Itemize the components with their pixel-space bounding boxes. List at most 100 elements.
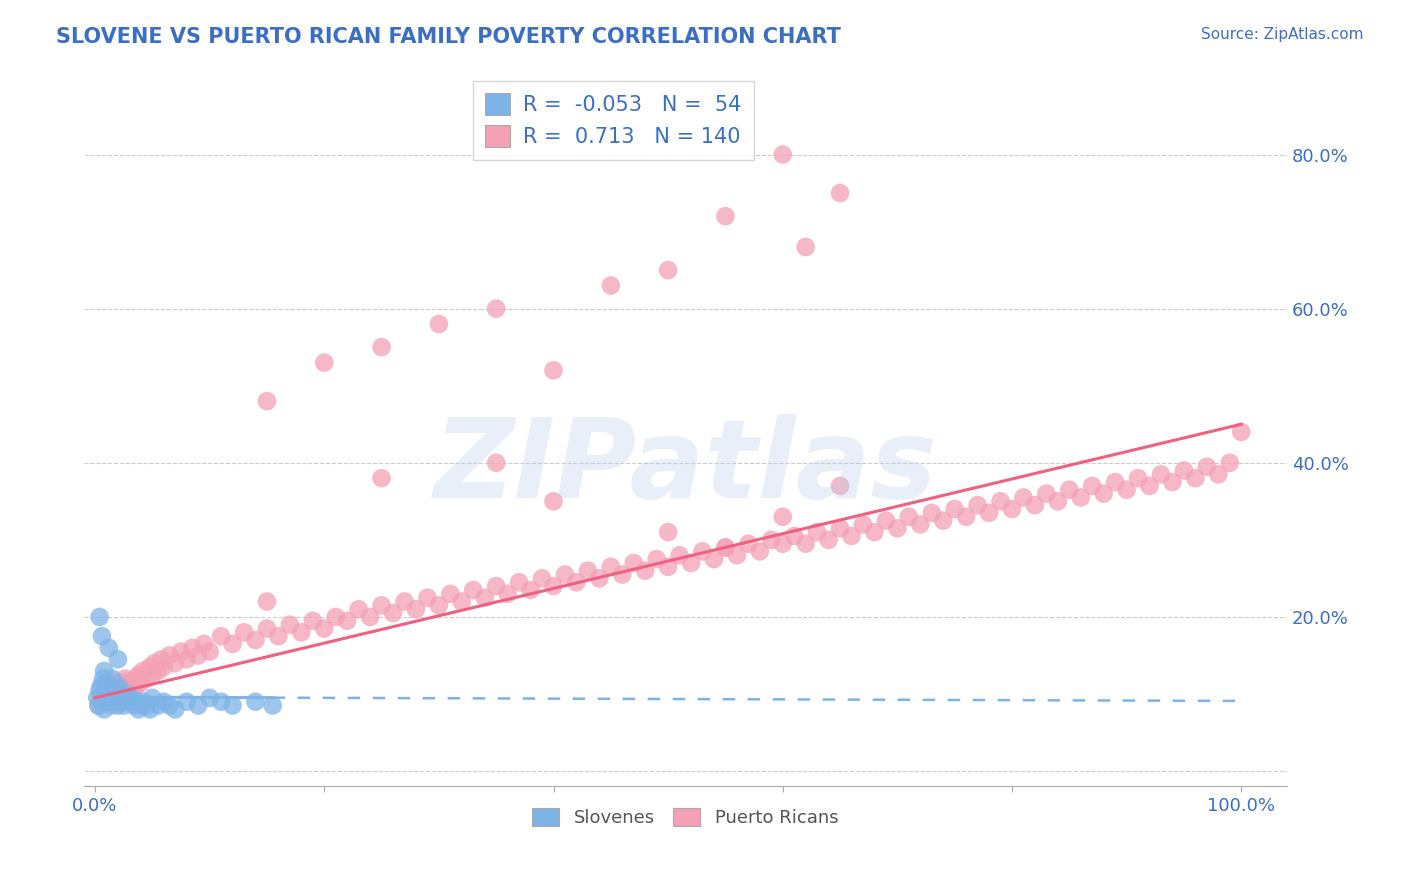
Point	[485, 301, 508, 316]
Point	[485, 456, 508, 470]
Point	[1059, 483, 1081, 497]
Point	[146, 698, 169, 713]
Point	[474, 591, 496, 605]
Point	[1161, 475, 1184, 489]
Point	[165, 702, 187, 716]
Point	[98, 679, 121, 693]
Point	[485, 579, 508, 593]
Point	[128, 702, 150, 716]
Point	[122, 698, 145, 713]
Point	[198, 645, 221, 659]
Point	[170, 645, 193, 659]
Point	[125, 695, 148, 709]
Point	[97, 695, 120, 709]
Point	[256, 594, 278, 608]
Point	[794, 240, 817, 254]
Point	[1035, 486, 1057, 500]
Point	[110, 687, 132, 701]
Point	[692, 544, 714, 558]
Point	[278, 617, 301, 632]
Point	[91, 687, 114, 701]
Point	[634, 564, 657, 578]
Point	[382, 606, 405, 620]
Point	[439, 587, 461, 601]
Point	[98, 683, 121, 698]
Point	[955, 509, 977, 524]
Point	[794, 537, 817, 551]
Point	[863, 525, 886, 540]
Point	[125, 679, 148, 693]
Point	[714, 541, 737, 555]
Point	[1001, 502, 1024, 516]
Point	[463, 582, 485, 597]
Point	[104, 690, 127, 705]
Point	[97, 640, 120, 655]
Text: Source: ZipAtlas.com: Source: ZipAtlas.com	[1201, 27, 1364, 42]
Point	[209, 695, 232, 709]
Point	[966, 498, 988, 512]
Point	[772, 509, 794, 524]
Point	[761, 533, 783, 547]
Point	[104, 683, 127, 698]
Point	[101, 672, 124, 686]
Point	[828, 521, 851, 535]
Point	[118, 687, 141, 701]
Point	[1219, 456, 1241, 470]
Point	[703, 552, 725, 566]
Point	[910, 517, 932, 532]
Point	[105, 690, 128, 705]
Point	[828, 186, 851, 200]
Point	[262, 698, 284, 713]
Point	[114, 690, 136, 705]
Legend: Slovenes, Puerto Ricans: Slovenes, Puerto Ricans	[526, 800, 845, 834]
Point	[135, 672, 157, 686]
Point	[359, 610, 381, 624]
Point	[554, 567, 576, 582]
Point	[150, 652, 173, 666]
Point	[314, 355, 336, 369]
Point	[132, 664, 155, 678]
Point	[209, 629, 232, 643]
Point	[828, 479, 851, 493]
Point	[679, 556, 702, 570]
Point	[101, 687, 124, 701]
Point	[96, 687, 118, 701]
Point	[159, 698, 181, 713]
Point	[1081, 479, 1104, 493]
Point	[135, 698, 157, 713]
Point	[990, 494, 1012, 508]
Point	[159, 648, 181, 663]
Point	[110, 690, 132, 705]
Point	[314, 622, 336, 636]
Point	[657, 525, 679, 540]
Point	[97, 683, 120, 698]
Point	[111, 695, 134, 709]
Point	[132, 695, 155, 709]
Text: SLOVENE VS PUERTO RICAN FAMILY POVERTY CORRELATION CHART: SLOVENE VS PUERTO RICAN FAMILY POVERTY C…	[56, 27, 841, 46]
Point	[115, 687, 138, 701]
Point	[588, 571, 610, 585]
Point	[152, 660, 174, 674]
Point	[256, 394, 278, 409]
Point	[301, 614, 323, 628]
Point	[108, 679, 131, 693]
Point	[115, 690, 138, 705]
Text: ZIPatlas: ZIPatlas	[433, 414, 938, 521]
Point	[772, 147, 794, 161]
Point	[245, 633, 267, 648]
Point	[107, 652, 129, 666]
Point	[187, 648, 209, 663]
Point	[90, 695, 112, 709]
Point	[245, 695, 267, 709]
Point	[1104, 475, 1126, 489]
Point	[90, 690, 112, 705]
Point	[416, 591, 439, 605]
Point	[115, 679, 138, 693]
Point	[256, 622, 278, 636]
Point	[932, 514, 955, 528]
Point	[139, 702, 162, 716]
Point	[806, 525, 828, 540]
Point	[103, 675, 125, 690]
Point	[128, 667, 150, 681]
Point	[370, 340, 392, 354]
